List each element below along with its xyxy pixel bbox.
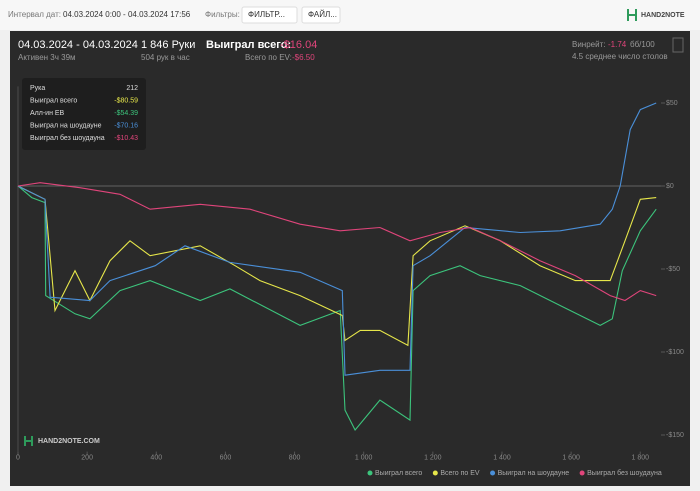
- x-tick-label: 1 000: [355, 454, 373, 461]
- won-value: -$16.04: [280, 39, 317, 51]
- legend-marker: [367, 470, 373, 476]
- series-line: [17, 102, 657, 376]
- tooltip-label: Выиграл всего: [30, 97, 77, 104]
- tooltip-label: Выиграл на шоудауне: [30, 122, 102, 129]
- tooltip-label: Рука: [30, 85, 45, 92]
- y-tick-label: $50: [666, 100, 678, 107]
- watermark: HAND2NOTE.COM: [38, 438, 100, 445]
- x-tick-label: 200: [81, 454, 93, 461]
- x-tick-label: 1 200: [424, 454, 442, 461]
- x-tick-label: 800: [289, 454, 301, 461]
- series-line: [17, 182, 657, 302]
- active: Активен 3ч 39м: [18, 53, 76, 62]
- x-tick-label: 1 800: [631, 454, 649, 461]
- x-tick-label: 600: [220, 454, 232, 461]
- tooltip-value: -$70.16: [114, 122, 138, 129]
- watermark-icon: [24, 436, 33, 446]
- legend-label: Выиграл без шоудауна: [587, 469, 662, 477]
- series-line: [17, 185, 657, 347]
- winrate-value: -1.74: [608, 40, 627, 49]
- expand-icon[interactable]: [672, 37, 684, 53]
- series-line: [17, 185, 657, 431]
- legend-marker: [432, 470, 438, 476]
- period: 04.03.2024 - 04.03.2024: [18, 39, 138, 51]
- rate: 504 рук в час: [141, 53, 190, 62]
- y-tick-label: -$150: [666, 432, 684, 439]
- filter-button-text[interactable]: ФИЛЬТР...: [248, 10, 285, 19]
- ev-value: -$6.50: [292, 53, 315, 62]
- y-tick-label: $0: [666, 183, 674, 190]
- plot: $50 $0 -$50 -$100 -$150 0 200 400 600 800 1 000 1 2…: [16, 86, 684, 461]
- winrate-unit: бб/100: [630, 40, 655, 49]
- x-tick-label: 400: [150, 454, 162, 461]
- file-button[interactable]: [301, 6, 341, 24]
- logo-icon: [627, 9, 637, 21]
- ev-label: Всего по EV:: [245, 53, 292, 62]
- tooltip-box: [22, 78, 146, 150]
- hands: 1 846 Руки: [141, 39, 195, 51]
- file-button-text[interactable]: ФАЙЛ...: [308, 10, 337, 19]
- tooltip-value: -$80.59: [114, 97, 138, 104]
- legend-label: Всего по EV: [440, 470, 480, 477]
- x-tick-label: 0: [16, 454, 20, 461]
- filter-button[interactable]: [241, 6, 298, 24]
- x-tick-label: 1 600: [562, 454, 580, 461]
- y-tick-label: -$50: [666, 266, 680, 273]
- tooltip-value: -$54.39: [114, 110, 138, 117]
- legend-label: Выиграл всего: [375, 470, 422, 477]
- filters-label: Фильтры:: [205, 10, 240, 19]
- y-tick-label: -$100: [666, 349, 684, 356]
- date-label: Интервал дат:: [8, 10, 61, 19]
- winrate-label: Винрейт:: [572, 40, 605, 49]
- tables: 4.5 среднее число столов: [572, 52, 668, 61]
- tooltip-label: Выиграл без шоудауна: [30, 134, 105, 142]
- logo: HAND2NOTE: [641, 12, 685, 19]
- legend-marker: [490, 470, 496, 476]
- tooltip-label: Алл-ин EB: [30, 110, 65, 117]
- won-label: Выиграл всего:: [206, 39, 291, 51]
- legend: Выиграл всего Всего по EV Выиграл на шоуда…: [367, 469, 662, 477]
- top-bar: [0, 0, 700, 30]
- date-range[interactable]: 04.03.2024 0:00 - 04.03.2024 17:56: [63, 10, 191, 19]
- x-tick-label: 1 400: [493, 454, 511, 461]
- tooltip-value: -$10.43: [114, 135, 138, 142]
- tooltip: Рука 212 Выиграл всего -$80.59 Алл-ин EB -$54…: [22, 78, 146, 150]
- tooltip-value: 212: [126, 85, 138, 92]
- legend-label: Выиграл на шоудауне: [498, 470, 570, 477]
- legend-marker: [579, 470, 585, 476]
